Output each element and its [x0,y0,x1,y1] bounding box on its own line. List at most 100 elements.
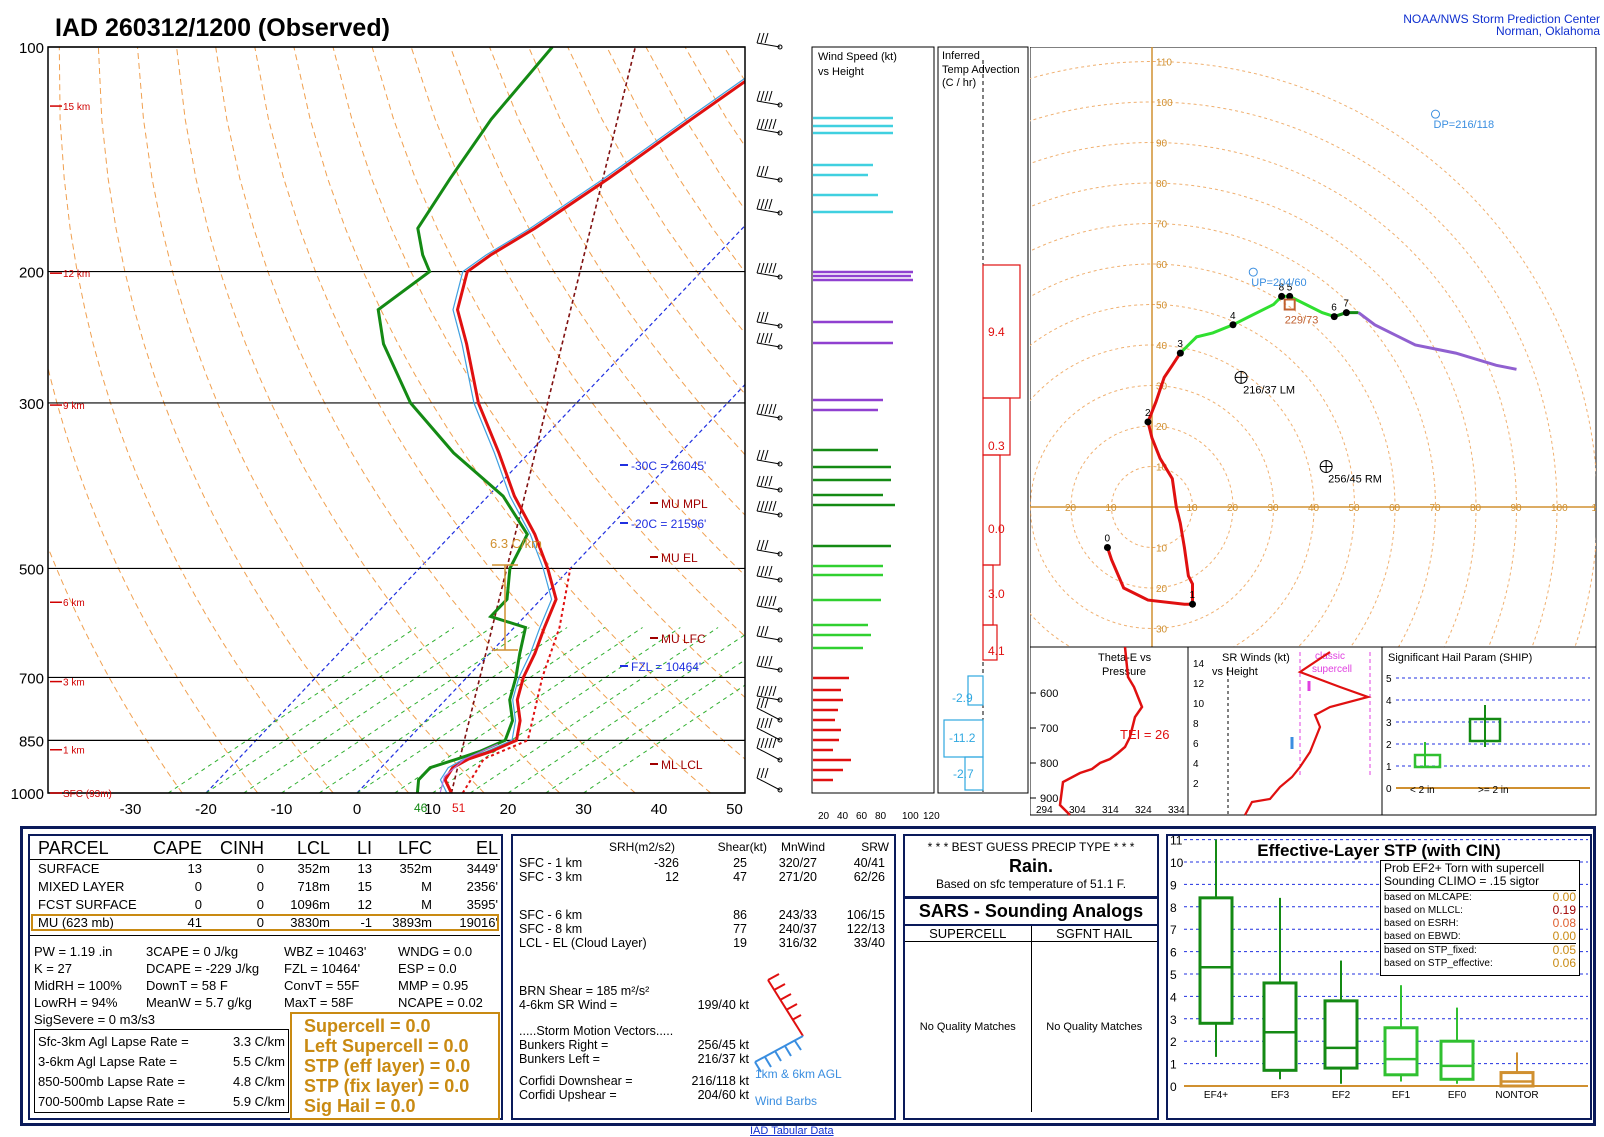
skewt-height-labels: 15 km 12 km 9 km 6 km 3 km 1 km SFC (93m) [50,102,112,800]
dry-adiabat [332,47,745,699]
barb-flag [756,655,761,667]
barb-flag [764,262,769,274]
barb-flag [760,475,765,487]
hodograph-km-label: 3 [1177,339,1183,350]
parcel-cell: 0 [194,879,202,894]
stp-iqr-box [1198,896,1234,1025]
corfidi-up: 204/60 kt [697,1088,749,1102]
isotherm [205,224,745,793]
hodograph-km-label: 2 [1145,408,1151,419]
bunkers-left: 216/37 kt [697,1052,749,1066]
tabular-data-link[interactable]: IAD Tabular Data [750,1125,834,1137]
hodograph-km-marker [1229,321,1237,329]
height-label: 3 km [63,678,85,689]
hodograph-ring-label: 10 [1187,503,1199,514]
ship-y-tick: 5 [1386,674,1392,685]
parcel-cell: 2356' [466,879,498,894]
hodograph-ring-label: 100 [1551,503,1568,514]
barb-flag [760,625,765,637]
hodograph-ring-label: 110 [1156,58,1172,69]
theta-e-x-tick: 324 [1135,805,1152,816]
parcel-cell: 3595' [466,897,498,912]
mixing-ratio-line [432,627,681,793]
temp-advection-box [982,454,1001,566]
hodograph-ring-label: 90 [1156,139,1168,150]
bunkers-left-label: Bunkers Left = [519,1052,600,1066]
hodograph-km-marker [1330,313,1338,321]
theta-e-x-tick: 314 [1102,805,1119,816]
theta-e-y-tick: 700 [1040,723,1058,735]
barb-shaft [756,272,781,278]
stp-y-tick: 8 [1170,901,1177,915]
stp-info-row: based on STP_effective: 0.06 [1384,957,1576,970]
wind-speed-frame [811,46,935,794]
stp-iqr-box [1262,981,1298,1072]
kinematics-header: SRH(m2/s2) [609,840,676,854]
sr-winds-title-2: vs Height [1212,666,1258,678]
pressure-tick: 100 [19,40,44,57]
mixing-ratio-line [583,684,745,793]
temp-advection-box [967,675,984,706]
skewt-frame [47,46,746,794]
temp-advection-box [943,719,984,758]
parcel-cell: -1 [360,915,372,930]
barb-flag [756,32,761,44]
barb-flag [768,332,773,344]
temp-advection-title-1: Inferred [942,50,980,62]
theta-e-y-tick: 800 [1040,758,1058,770]
temp-advection-frame [937,46,1029,794]
parcel-cell: 718m [297,879,330,894]
stp-y-tick: 3 [1170,1013,1177,1027]
barb-flag [764,118,769,130]
height-label: 12 km [63,269,90,280]
sr-y-tick: 10 [1193,699,1205,710]
hodograph-km-marker [1189,600,1196,608]
kinematics-header: Shear(kt) [717,840,767,854]
ship-box-large [1468,717,1502,743]
barb-flag [756,625,761,637]
barb-shaft [756,459,781,465]
index-value: PW = 1.19 .in [34,944,113,959]
barb-shaft [756,510,781,516]
credit-line-1: NOAA/NWS Storm Prediction Center [1403,12,1600,26]
mixing-ratio-line [167,627,417,793]
barb-flag [756,697,761,709]
barb-station [777,787,783,793]
pressure-tick: 700 [19,670,44,687]
theta-e-trace [1058,646,1144,816]
ship-y-tick: 0 [1386,784,1392,795]
temp-advection-value: 0.0 [988,522,1005,536]
hodograph-label: 216/37 LM [1243,384,1295,396]
index-value: NCAPE = 0.02 [398,995,483,1010]
parcel-cell: 3893m [392,915,432,930]
mixing-ratio-line [469,627,719,793]
composite-index: STP (fix layer) = 0.0 [304,1076,470,1096]
dry-adiabat [293,47,745,760]
pressure-tick: 500 [19,561,44,578]
annotation: ML LCL [661,758,703,772]
lapse-rate-value: 5.9 C/km [232,1094,285,1109]
hodograph-ring-label: 20 [1227,503,1239,514]
temp-tick: -30 [120,801,142,818]
mixing-ratio-line [356,627,606,793]
hodograph-km-label: 1 [1190,590,1196,601]
credit: NOAA/NWS Storm Prediction Center Norman,… [1403,13,1600,37]
sars-hail-msg: No Quality Matches [1046,1021,1143,1033]
parcel-cell: 15 [357,879,372,894]
wind-barb [756,90,783,108]
stp-info-row: based on MLCAPE: 0.00 [1384,891,1576,904]
parcel-cell: 3449' [466,861,498,876]
pressure-tick: 300 [19,396,44,413]
lapse-rate-label: Sfc-3km Agl Lapse Rate = [38,1034,189,1049]
parcel-cell: MIXED LAYER [38,879,125,894]
annotation: MU MPL [661,497,708,511]
hodograph-km-label: 7 [1343,299,1349,310]
sr-winds-frame [1187,646,1383,816]
kinematics-srw: 106/15 [846,908,885,922]
left-mover-marker [1234,370,1248,384]
ship-y-tick: 4 [1386,696,1392,707]
barb-flag [768,118,773,130]
mixing-ratio-line [545,659,745,793]
barb-shaft [756,575,781,581]
